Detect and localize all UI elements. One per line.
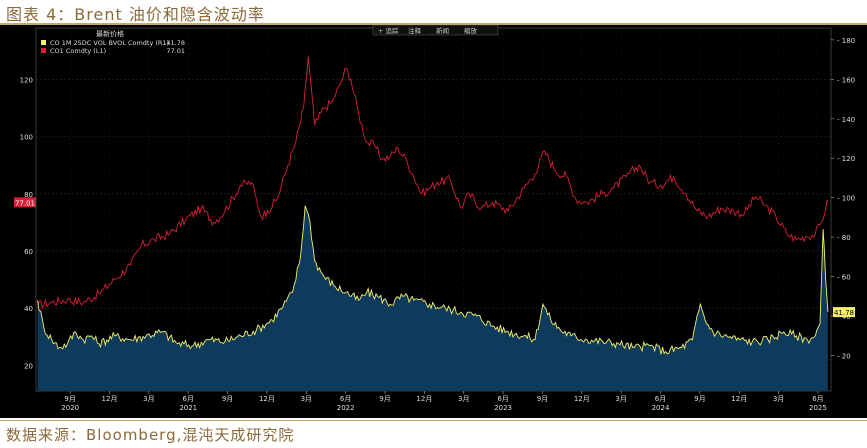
- x-year-label: 2021: [179, 404, 197, 412]
- title-rule: [0, 23, 867, 25]
- left-axis: 20 40 60 80 100 120: [20, 76, 33, 370]
- figure-title: 图表 4：Brent 油价和隐含波动率: [6, 5, 265, 24]
- left-tick-label: 120: [20, 76, 33, 84]
- legend-swatch-brent: [41, 48, 46, 53]
- brent-last-tag: [14, 197, 36, 208]
- legend-header: 最新价格: [96, 29, 124, 38]
- x-year-label: 2025: [809, 404, 827, 412]
- series-lines: [37, 56, 829, 355]
- source-rule: [0, 420, 867, 421]
- vol-last-value: 41.78: [834, 309, 854, 317]
- vol-area: [37, 205, 828, 391]
- x-tick-label: 3月: [458, 395, 469, 403]
- x-tick-label: 3月: [615, 395, 626, 403]
- x-tick-label: 12月: [731, 395, 747, 403]
- right-tick-label: - 60: [837, 274, 851, 282]
- toolbar-annotate-button[interactable]: 注释: [408, 26, 422, 35]
- legend-swatch-vol: [41, 40, 46, 45]
- left-tick-label: 80: [24, 191, 33, 199]
- x-tick-label: 9月: [694, 395, 705, 403]
- x-tick-label: 3月: [143, 395, 154, 403]
- x-tick-label: 6月: [340, 395, 351, 403]
- chart-toolbar: + 追踪 注释 新闻 缩放: [372, 24, 499, 36]
- right-tick-label: - 80: [837, 234, 851, 242]
- legend-vol-value: 41.78: [166, 39, 185, 47]
- x-tick-label: 12月: [102, 395, 118, 403]
- legend-brent-label: CO1 Comdty (L1): [50, 47, 106, 55]
- implied-vol-line: [37, 205, 829, 355]
- left-tick-label: 40: [24, 305, 33, 313]
- x-year-label: 2023: [494, 404, 512, 412]
- x-tick-label: 6月: [812, 395, 823, 403]
- left-tick-label: 60: [24, 248, 33, 256]
- x-tick-label: 12月: [416, 395, 432, 403]
- toolbar-news-button[interactable]: 新闻: [436, 26, 449, 35]
- legend-brent-value: 77.01: [166, 47, 185, 55]
- right-tick-label: - 180: [837, 37, 855, 45]
- x-tick-label: 6月: [182, 395, 193, 403]
- brent-last-value: 77.01: [15, 199, 35, 207]
- x-tick-label: 6月: [655, 395, 666, 403]
- x-tick-label: 9月: [64, 395, 75, 403]
- x-year-label: 2024: [652, 404, 670, 412]
- x-year-label: 2022: [337, 404, 355, 412]
- x-tick-label: 12月: [574, 395, 590, 403]
- vol-last-tag: [833, 307, 855, 318]
- x-tick-label: 12月: [259, 395, 275, 403]
- x-tick-label: 9月: [537, 395, 548, 403]
- x-tick-label: 6月: [497, 395, 508, 403]
- left-tick-label: 20: [24, 362, 33, 370]
- legend-vol-label: CO 1M 25DC VOL BVOL Comdty (R1): [50, 39, 169, 47]
- vol-area-fill: [37, 205, 828, 391]
- x-tick-label: 3月: [301, 395, 312, 403]
- toolbar-zoom-button[interactable]: 缩放: [464, 26, 478, 35]
- brent-price-line: [37, 56, 829, 310]
- x-tick-label: 9月: [222, 395, 233, 403]
- right-tick-label: - 160: [837, 76, 855, 84]
- source-note: 数据来源：Bloomberg,混沌天成研究院: [6, 426, 295, 444]
- right-tick-label: - 20: [837, 352, 851, 360]
- right-tick-label: - 100: [837, 195, 855, 203]
- x-tick-label: 9月: [379, 395, 390, 403]
- x-tick-label: 3月: [773, 395, 784, 403]
- legend: 最新价格 CO 1M 25DC VOL BVOL Comdty (R1) 41.…: [41, 29, 185, 55]
- last-value-tags: 77.01 41.78: [14, 197, 855, 318]
- x-year-label: 2020: [61, 404, 79, 412]
- left-tick-label: 100: [20, 134, 33, 142]
- toolbar-track-button[interactable]: + 追踪: [378, 26, 399, 35]
- right-tick-label: - 120: [837, 155, 855, 163]
- right-tick-label: - 140: [837, 116, 855, 124]
